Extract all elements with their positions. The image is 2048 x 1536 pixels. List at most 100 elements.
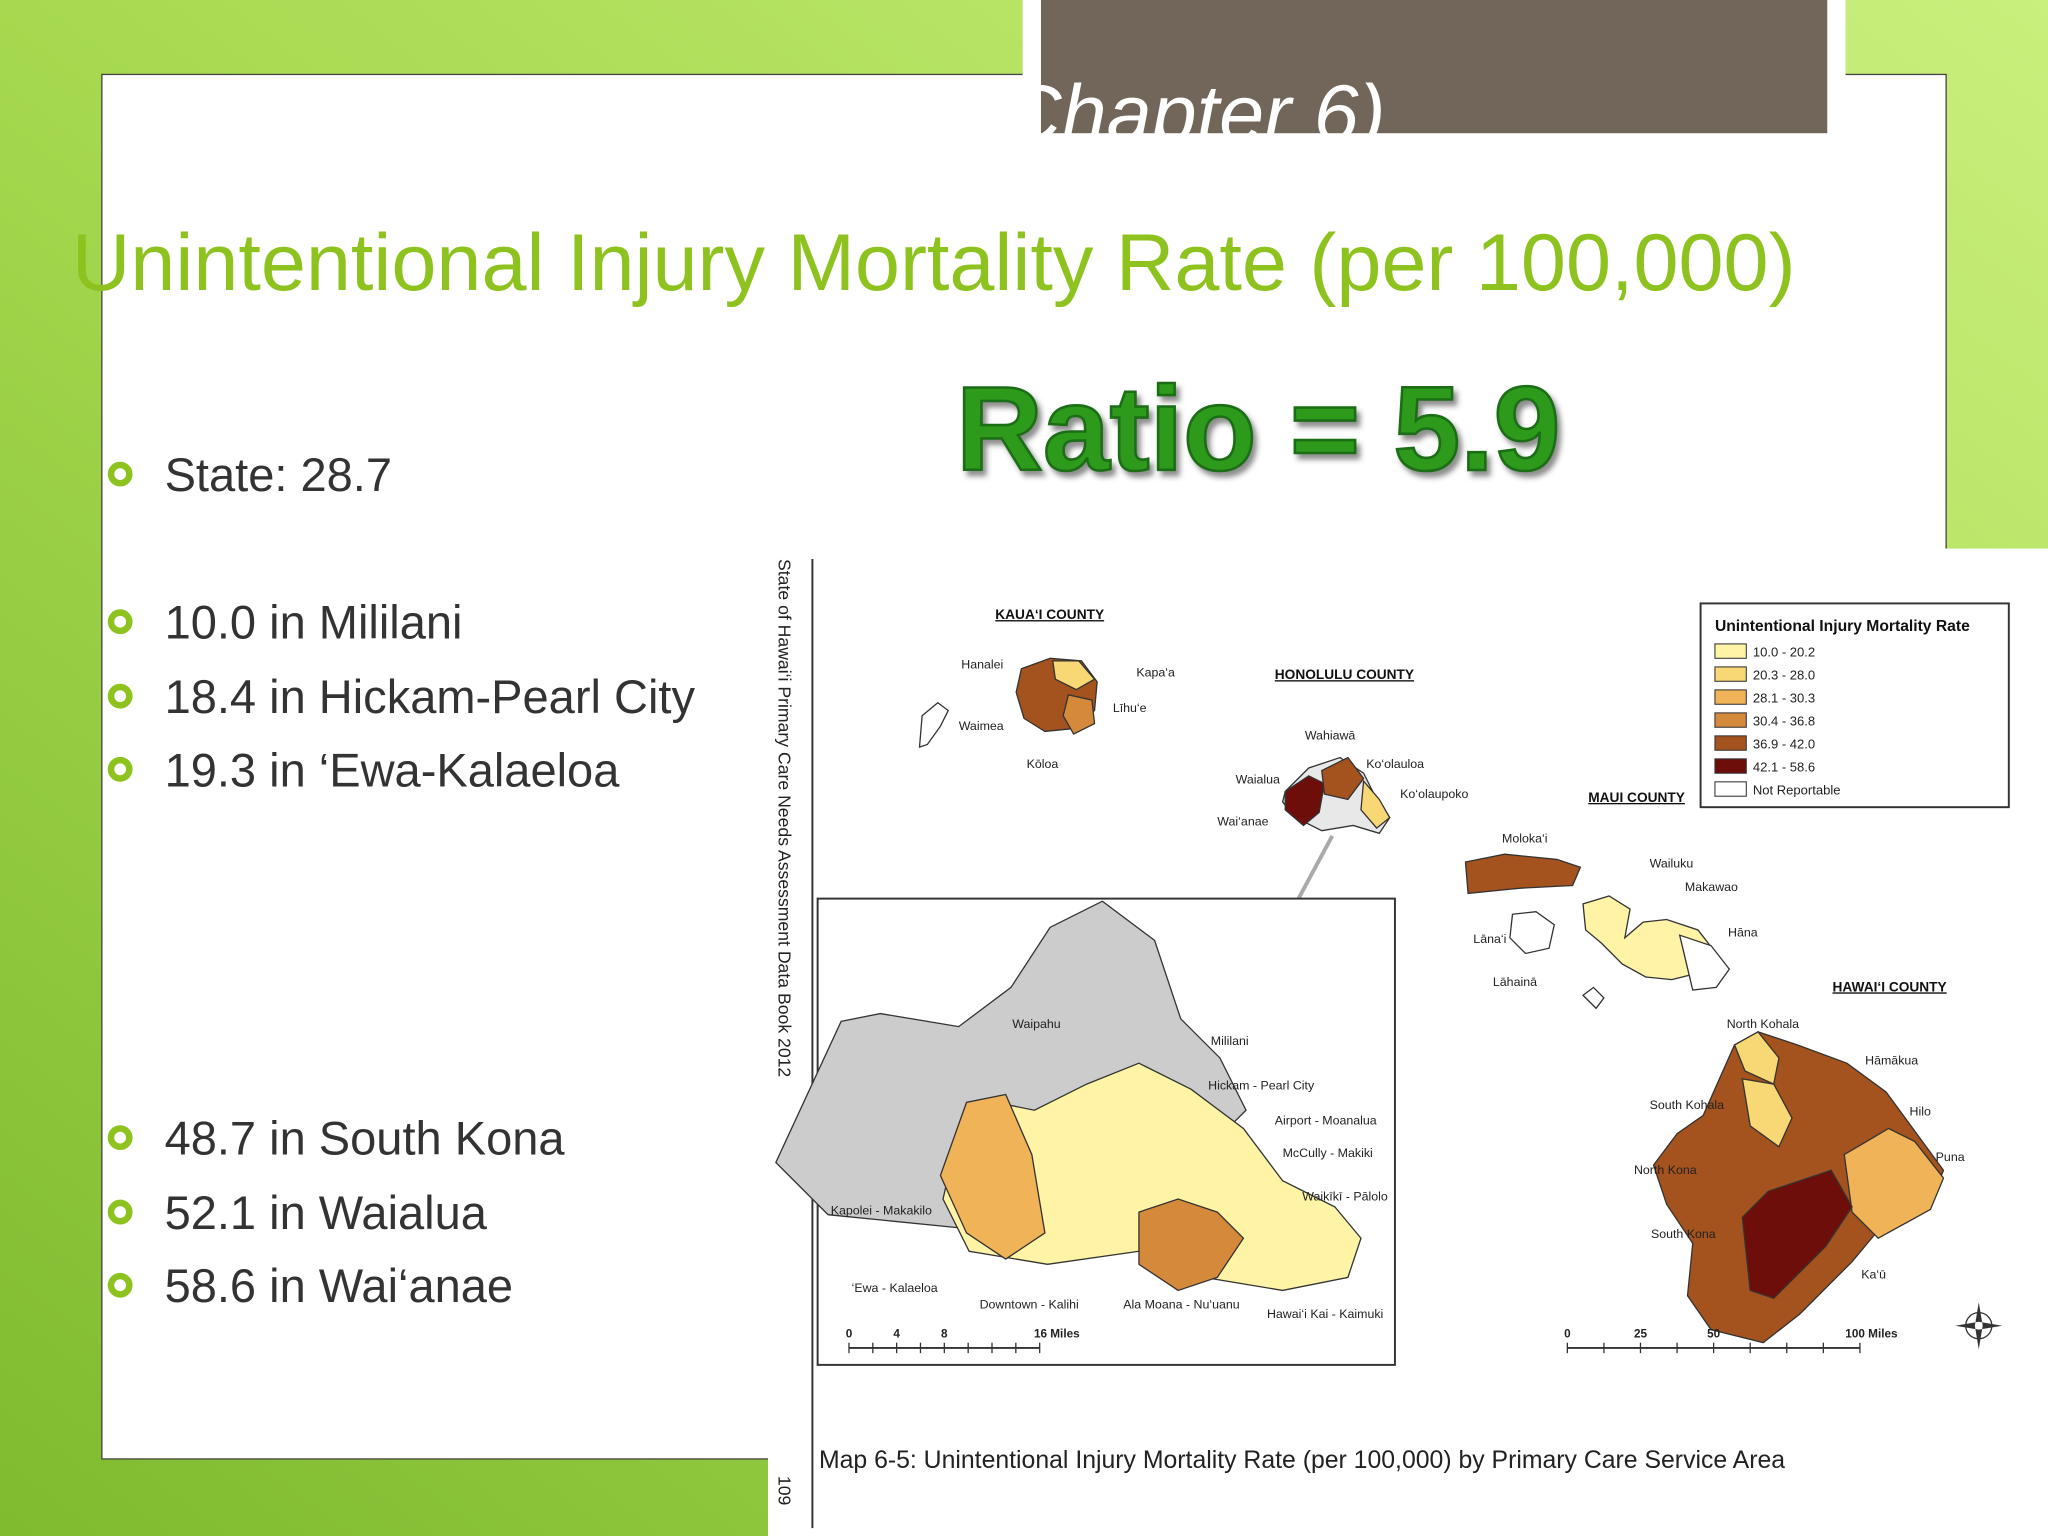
map-labels: KAUA‘I COUNTY Hanalei Kapa‘a Līhu‘e Waimea Kō… [831, 607, 1965, 1321]
county-label: MAUI COUNTY [1588, 790, 1685, 805]
place-label: Ko‘olauloa [1366, 757, 1424, 771]
county-label: KAUA‘I COUNTY [995, 607, 1104, 622]
bullet-icon [107, 1125, 133, 1151]
legend: 10.0 - 20.2 20.3 - 28.0 28.1 - 30.3 30.4 - … [1714, 643, 1841, 797]
legend-label: 30.4 - 36.8 [1753, 713, 1815, 728]
place-label: Kapolei - Makakilo [831, 1204, 932, 1218]
urban-core [1138, 1198, 1245, 1292]
place-label: Līhu‘e [1113, 701, 1147, 715]
place-label: Hāna [1728, 925, 1758, 939]
place-label: Hawai‘i Kai - Kaimuki [1267, 1307, 1383, 1321]
place-label: Mililani [1211, 1034, 1249, 1048]
place-label: Waipahu [1012, 1017, 1061, 1031]
bullet-text: 10.0 in Mililani [165, 596, 463, 649]
compass [1955, 1302, 2003, 1350]
legend-label: Not Reportable [1753, 782, 1841, 797]
county-label: HAWAI‘I COUNTY [1832, 979, 1946, 994]
legend-label: 36.9 - 42.0 [1753, 736, 1815, 751]
place-label: Puna [1936, 1150, 1965, 1164]
honolulu-south [942, 1062, 1362, 1292]
place-label: South Kohala [1650, 1098, 1725, 1112]
islands [918, 657, 1945, 1344]
bullet-text: 52.1 in Waialua [165, 1186, 488, 1239]
place-label: Waikīkī - Pālolo [1302, 1189, 1388, 1203]
compass-star [1955, 1302, 2003, 1350]
place-label: South Kona [1651, 1227, 1716, 1241]
county-label: HONOLULU COUNTY [1275, 667, 1414, 682]
bullet-list: State: 28.7 10.0 in Mililani 18.4 in Hicka… [107, 448, 696, 1312]
bullet-icon [107, 1272, 133, 1298]
place-label: North Kona [1634, 1163, 1697, 1177]
place-label: Lāhainā [1493, 975, 1537, 989]
place-label: McCully - Makiki [1283, 1146, 1373, 1160]
scale-bars: 0 4 8 16 Miles 0 25 50 100 Miles [846, 1327, 1898, 1354]
scale-label: 0 [846, 1327, 853, 1340]
side-text: State of Hawai‘i Primary Care Needs Asse… [774, 559, 794, 1077]
lanai [1509, 910, 1556, 955]
scale-label: 16 Miles [1034, 1327, 1080, 1340]
tab [1040, 0, 1828, 134]
bullet-text: 19.3 in ‘Ewa-Kalaeloa [165, 743, 621, 796]
waialua [1321, 756, 1365, 801]
bullet-icon [107, 683, 133, 709]
legend-swatch [1714, 689, 1747, 705]
legend-swatch [1714, 735, 1747, 751]
niihau [918, 701, 950, 749]
scale-label: 50 [1707, 1327, 1721, 1340]
place-label: Airport - Moanalua [1275, 1114, 1377, 1128]
legend-label: 42.1 - 58.6 [1753, 759, 1815, 774]
place-label: North Kohala [1727, 1017, 1799, 1031]
legend-label: 28.1 - 30.3 [1753, 690, 1815, 705]
scale-label: 25 [1634, 1327, 1648, 1340]
legend-label: 10.0 - 20.2 [1753, 644, 1815, 659]
place-label: Wailuku [1650, 856, 1694, 870]
slide-title: Unintentional Injury Mortality Rate (per… [72, 218, 1796, 308]
kahoolawe [1582, 986, 1605, 1010]
place-label: Lāna‘i [1473, 932, 1506, 946]
place-label: Hāmākua [1865, 1053, 1918, 1067]
place-label: Moloka‘i [1502, 831, 1547, 845]
legend-swatch [1714, 781, 1747, 797]
place-label: Wahiawā [1305, 728, 1356, 742]
molokai [1464, 853, 1582, 895]
legend-swatch [1714, 712, 1747, 728]
legend-label: 20.3 - 28.0 [1753, 667, 1815, 682]
bullet-icon [107, 609, 133, 635]
koolau [1360, 779, 1391, 829]
puna [1843, 1127, 1945, 1240]
south-kohala [1741, 1078, 1793, 1148]
kau [1741, 1169, 1853, 1300]
north-kohala [1733, 1030, 1780, 1086]
place-label: Hilo [1910, 1104, 1931, 1118]
place-label: Hickam - Pearl City [1208, 1078, 1315, 1092]
bullet-text: 48.7 in South Kona [165, 1112, 566, 1165]
place-label: Ala Moana - Nu‘uanu [1123, 1298, 1240, 1312]
bullet-text: 58.6 in Wai‘anae [165, 1259, 514, 1312]
legend-title: Unintentional Injury Mortality Rate [1715, 618, 1970, 635]
place-label: Kapa‘a [1136, 666, 1175, 680]
legend-swatch [1714, 643, 1747, 659]
legend-box [1699, 602, 2010, 809]
bullet-text: 18.4 in Hickam-Pearl City [165, 670, 696, 723]
bullet-text: State: 28.7 [165, 448, 392, 501]
waianae [1284, 775, 1326, 827]
bullet-icon [107, 1199, 133, 1225]
scale-label: 100 Miles [1845, 1327, 1898, 1340]
legend-swatch [1714, 758, 1747, 774]
inset-map [775, 900, 1362, 1292]
scale-label: 8 [941, 1327, 948, 1340]
place-label: Kōloa [1027, 757, 1059, 771]
place-label: Wai‘anae [1217, 814, 1268, 828]
hana [1678, 934, 1731, 991]
scale-label: 0 [1564, 1327, 1571, 1340]
legend-swatch [1714, 666, 1747, 682]
page-number: 109 [774, 1476, 794, 1505]
lihue [1062, 694, 1096, 735]
tab-text: Chapter 6) [1003, 69, 1386, 159]
kapolei [939, 1093, 1046, 1260]
place-label: Waialua [1236, 773, 1280, 787]
place-label: Ko‘olaupoko [1400, 787, 1468, 801]
bullet-icon [107, 461, 133, 487]
